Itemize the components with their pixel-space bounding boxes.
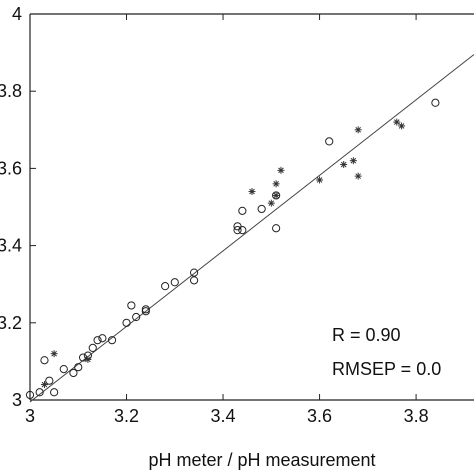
circle-marker [93,336,102,345]
plot-area: 3 3.2 3.4 3.6 3.8 3 3.2 3.4 3.6 3.8 4 [0,4,474,426]
star-marker [40,381,48,389]
data-markers [25,98,440,400]
star-marker [349,157,357,165]
circle-marker [189,276,199,285]
r-value-annotation: R = 0.90 [332,325,401,345]
y-ticks: 3 3.2 3.4 3.6 3.8 4 [0,4,36,410]
circle-marker [325,137,334,146]
circle-marker [238,206,247,215]
star-marker [267,199,275,207]
circle-marker [127,301,136,310]
circle-marker [431,98,440,107]
circle-marker [35,388,44,397]
star-marker [354,126,362,134]
star-marker [393,118,401,126]
circle-marker [107,336,117,345]
circle-marker [238,226,247,235]
star-marker [354,172,362,180]
x-tick-label: 3 [25,406,35,426]
x-tick-label: 3.6 [307,406,332,426]
star-marker [50,350,58,358]
circle-marker [141,305,150,314]
circle-marker [132,312,141,322]
circle-marker [74,363,83,372]
circle-marker [98,334,107,343]
star-marker [316,176,324,184]
x-tick-label: 3.2 [114,406,139,426]
x-axis-title: pH meter / pH measurement [148,450,375,470]
star-marker [84,355,92,363]
circle-marker [233,226,242,235]
rmsep-annotation: RMSEP = 0.0 [332,359,441,379]
x-tick-label: 3.4 [211,406,236,426]
circle-marker [59,365,68,374]
circle-marker [40,356,49,365]
y-tick-label: 4 [12,4,22,24]
y-tick-label: 3.6 [0,158,22,178]
star-marker [272,191,280,199]
circle-marker [272,224,281,233]
circle-marker [257,204,266,214]
star-marker [272,180,280,188]
star-marker [248,188,256,196]
x-tick-label: 3.8 [404,406,429,426]
circle-marker [272,191,281,200]
regression-line [29,54,474,403]
y-tick-label: 3.4 [0,236,22,256]
y-tick-label: 3 [12,390,22,410]
x-ticks: 3 3.2 3.4 3.6 3.8 [25,14,429,426]
circle-marker [50,388,59,397]
circle-marker [88,343,97,352]
circle-marker [45,376,54,385]
y-tick-label: 3.8 [0,81,22,101]
star-marker [398,122,406,130]
y-tick-label: 3.2 [0,313,22,333]
circle-marker [189,268,199,277]
star-marker [277,166,285,174]
circle-marker [69,368,78,378]
circle-marker [161,282,170,291]
circle-marker [25,390,35,400]
star-marker [340,161,348,169]
circle-marker [122,318,131,327]
circle-marker [170,278,179,287]
